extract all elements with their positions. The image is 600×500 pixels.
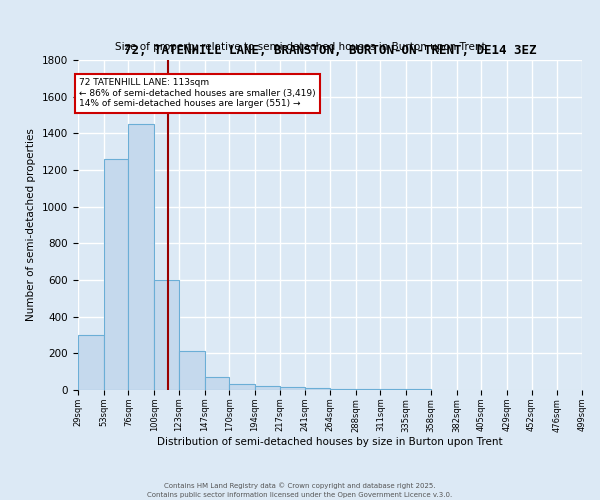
Bar [78,335,104,390]
Bar [179,350,205,390]
Text: Size of property relative to semi-detached houses in Burton upon Trent: Size of property relative to semi-detach… [115,42,485,52]
Bar [154,280,179,390]
Bar [104,159,128,390]
Bar [305,388,330,390]
Text: Contains public sector information licensed under the Open Government Licence v.: Contains public sector information licen… [148,492,452,498]
Text: Contains HM Land Registry data © Crown copyright and database right 2025.: Contains HM Land Registry data © Crown c… [164,482,436,489]
Title: 72, TATENHILL LANE, BRANSTON, BURTON-ON-TRENT, DE14 3EZ: 72, TATENHILL LANE, BRANSTON, BURTON-ON-… [124,44,536,58]
X-axis label: Distribution of semi-detached houses by size in Burton upon Trent: Distribution of semi-detached houses by … [157,437,503,447]
Text: 72 TATENHILL LANE: 113sqm
← 86% of semi-detached houses are smaller (3,419)
14% : 72 TATENHILL LANE: 113sqm ← 86% of semi-… [79,78,316,108]
Bar [255,386,280,390]
Bar [205,377,229,390]
Bar [356,389,380,390]
Bar [330,388,356,390]
Bar [229,384,255,390]
Bar [128,124,154,390]
Bar [280,387,305,390]
Y-axis label: Number of semi-detached properties: Number of semi-detached properties [26,128,37,322]
